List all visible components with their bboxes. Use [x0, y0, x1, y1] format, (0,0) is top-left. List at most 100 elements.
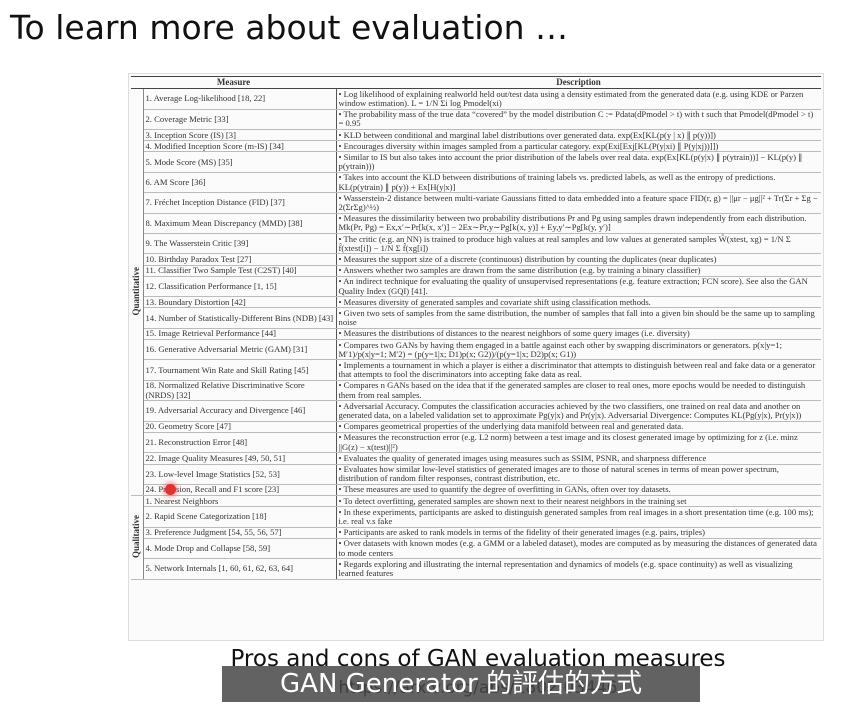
table-row: 19. Adversarial Accuracy and Divergence …	[131, 400, 821, 422]
description-cell: • Participants are asked to rank models …	[335, 527, 821, 539]
measure-cell: 15. Image Retrieval Performance [44]	[143, 328, 337, 341]
measure-cell: 12. Classification Performance [1, 15]	[143, 276, 337, 298]
table-row: 18. Normalized Relative Discriminative S…	[131, 380, 821, 402]
table-row: 4. Modified Inception Score (m-IS) [34] •…	[131, 140, 821, 153]
table-row: 24. Precision, Recall and F1 score [23] •…	[131, 484, 821, 497]
measure-cell: 23. Low-level Image Statistics [52, 53]	[143, 464, 337, 485]
pointer-dot	[165, 484, 176, 495]
measure-cell: 3. Preference Judgment [54, 55, 56, 57]	[143, 527, 337, 539]
header-cell: Measure	[131, 75, 337, 90]
table-row: 15. Image Retrieval Performance [44] • Me…	[131, 328, 821, 341]
table-row: 2. Coverage Metric [33] • The probability…	[131, 109, 821, 131]
description-cell: • These measures are used to quantify th…	[335, 484, 821, 497]
measure-cell: 4. Mode Drop and Collapse [58, 59]	[143, 538, 337, 560]
table-row: Quantitative 1. Average Log-likelihood [1…	[131, 88, 821, 497]
description-cell: • Given two sets of samples from the sam…	[335, 307, 821, 329]
description-cell: • Wasserstein-2 distance between multi-v…	[335, 192, 821, 214]
group-label: Qualitative	[131, 514, 142, 558]
description-cell: • Log likelihood of explaining realworld…	[335, 88, 821, 110]
measure-cell: 13. Boundary Distortion [42]	[143, 296, 337, 309]
description-cell: • Compares geometrical properties of the…	[335, 421, 821, 433]
table-row: 5. Network Internals [1, 60, 61, 62, 63,…	[131, 558, 821, 580]
description-cell: • Implements a tournament in which a pla…	[335, 359, 821, 381]
description-cell: • The critic (e.g. an NN) is trained to …	[335, 233, 821, 255]
measure-cell: 4. Modified Inception Score (m-IS) [34]	[143, 140, 337, 153]
measure-cell: 2. Coverage Metric [33]	[143, 109, 337, 131]
description-cell: • Answers whether two samples are drawn …	[335, 265, 821, 277]
description-cell: • Compares n GANs based on the idea that…	[335, 380, 821, 402]
description-cell: • Adversarial Accuracy. Computes the cla…	[335, 400, 821, 422]
description-cell: • Measures the dissimilarity between two…	[335, 213, 821, 235]
table-row: 12. Classification Performance [1, 15] • …	[131, 276, 821, 298]
measure-cell: 8. Maximum Mean Discrepancy (MMD) [38]	[143, 213, 337, 235]
measure-cell: 20. Geometry Score [47]	[143, 421, 337, 433]
table-row: 10. Birthday Paradox Test [27] • Measures…	[131, 253, 821, 266]
description-cell: • The probability mass of the true data …	[335, 109, 821, 131]
table-row: 4. Mode Drop and Collapse [58, 59] • Over…	[131, 538, 821, 560]
description-cell: • Similar to IS but also takes into acco…	[335, 151, 821, 173]
measure-cell: 24. Precision, Recall and F1 score [23]	[143, 484, 337, 497]
table-row: 23. Low-level Image Statistics [52, 53] •…	[131, 464, 821, 485]
description-cell: • Measures the support size of a discret…	[335, 253, 821, 266]
header-row: Measure Description	[131, 75, 821, 90]
table-head: Measure Description	[131, 75, 821, 90]
description-cell: • Compares two GANs by having them engag…	[335, 339, 821, 361]
description-cell: • An indirect technique for evaluating t…	[335, 276, 821, 298]
table-row: 16. Generative Adversarial Metric (GAM) …	[131, 339, 821, 361]
video-subtitle: GAN Generator 的評估的方式	[222, 666, 700, 702]
table-row: 17. Tournament Win Rate and Skill Rating…	[131, 359, 821, 381]
table-row: 6. AM Score [36] • Takes into account the…	[131, 172, 821, 194]
description-cell: • Encourages diversity within images sam…	[335, 140, 821, 153]
measure-cell: 22. Image Quality Measures [49, 50, 51]	[143, 452, 337, 465]
table-row: 20. Geometry Score [47] • Compares geomet…	[131, 421, 821, 433]
measures-table: Measure Description Quantitative 1. Avera…	[131, 75, 821, 580]
measure-cell: 3. Inception Score (IS) [3]	[143, 129, 337, 142]
table-row: 11. Classifier Two Sample Test (C2ST) [4…	[131, 265, 821, 277]
table-row: 3. Preference Judgment [54, 55, 56, 57] •…	[131, 527, 821, 539]
table-row: 2. Rapid Scene Categorization [18] • In t…	[131, 506, 821, 528]
measure-cell: 5. Mode Score (MS) [35]	[143, 151, 337, 173]
table-row: 21. Reconstruction Error [48] • Measures …	[131, 432, 821, 454]
table-row: 22. Image Quality Measures [49, 50, 51] •…	[131, 452, 821, 465]
table-body: Quantitative 1. Average Log-likelihood [1…	[131, 88, 821, 580]
description-cell: • Measures the reconstruction error (e.g…	[335, 432, 821, 454]
description-cell: • In these experiments, participants are…	[335, 506, 821, 528]
measure-cell: 9. The Wasserstein Critic [39]	[143, 233, 337, 255]
measure-cell: 5. Network Internals [1, 60, 61, 62, 63,…	[143, 558, 337, 580]
measure-cell: 1. Average Log-likelihood [18, 22]	[143, 88, 337, 110]
group-cell: Quantitative	[131, 88, 144, 497]
header-cell: Description	[336, 75, 821, 90]
description-cell: • KLD between conditional and marginal l…	[335, 129, 821, 142]
table-row: 5. Mode Score (MS) [35] • Similar to IS b…	[131, 151, 821, 173]
measure-cell: 11. Classifier Two Sample Test (C2ST) [4…	[143, 265, 337, 277]
table-row: 14. Number of Statistically-Different Bi…	[131, 307, 821, 329]
group-label: Quantitative	[131, 266, 142, 316]
table-row: 3. Inception Score (IS) [3] • KLD between…	[131, 129, 821, 142]
group-cell: Qualitative	[131, 495, 144, 580]
description-cell: • Evaluates how similar low-level statis…	[335, 464, 821, 485]
measure-cell: 16. Generative Adversarial Metric (GAM) …	[143, 339, 337, 361]
description-cell: • Evaluates the quality of generated ima…	[335, 452, 821, 465]
description-cell: • Measures diversity of generated sample…	[335, 296, 821, 309]
measure-cell: 6. AM Score [36]	[143, 172, 337, 194]
table-row: 9. The Wasserstein Critic [39] • The crit…	[131, 233, 821, 255]
table-row: 13. Boundary Distortion [42] • Measures d…	[131, 296, 821, 309]
measure-cell: 1. Nearest Neighbors	[143, 495, 337, 508]
measure-cell: 10. Birthday Paradox Test [27]	[143, 253, 337, 266]
measure-cell: 2. Rapid Scene Categorization [18]	[143, 506, 337, 528]
measure-cell: 19. Adversarial Accuracy and Divergence …	[143, 400, 337, 422]
description-cell: • Takes into account the KLD between dis…	[335, 172, 821, 194]
slide-title: To learn more about evaluation …	[10, 8, 569, 47]
table-row: 7. Fréchet Inception Distance (FID) [37]…	[131, 192, 821, 214]
description-cell: • Over datasets with known modes (e.g. a…	[335, 538, 821, 560]
table-row: 8. Maximum Mean Discrepancy (MMD) [38] • …	[131, 213, 821, 235]
measure-cell: 14. Number of Statistically-Different Bi…	[143, 307, 337, 329]
table-row: Qualitative 1. Nearest Neighbors • To dete…	[131, 495, 821, 580]
measure-cell: 21. Reconstruction Error [48]	[143, 432, 337, 454]
measure-cell: 7. Fréchet Inception Distance (FID) [37]	[143, 192, 337, 214]
description-cell: • To detect overfitting, generated sampl…	[335, 495, 821, 508]
table-image: Measure Description Quantitative 1. Avera…	[128, 73, 824, 641]
description-cell: • Measures the distributions of distance…	[335, 328, 821, 341]
